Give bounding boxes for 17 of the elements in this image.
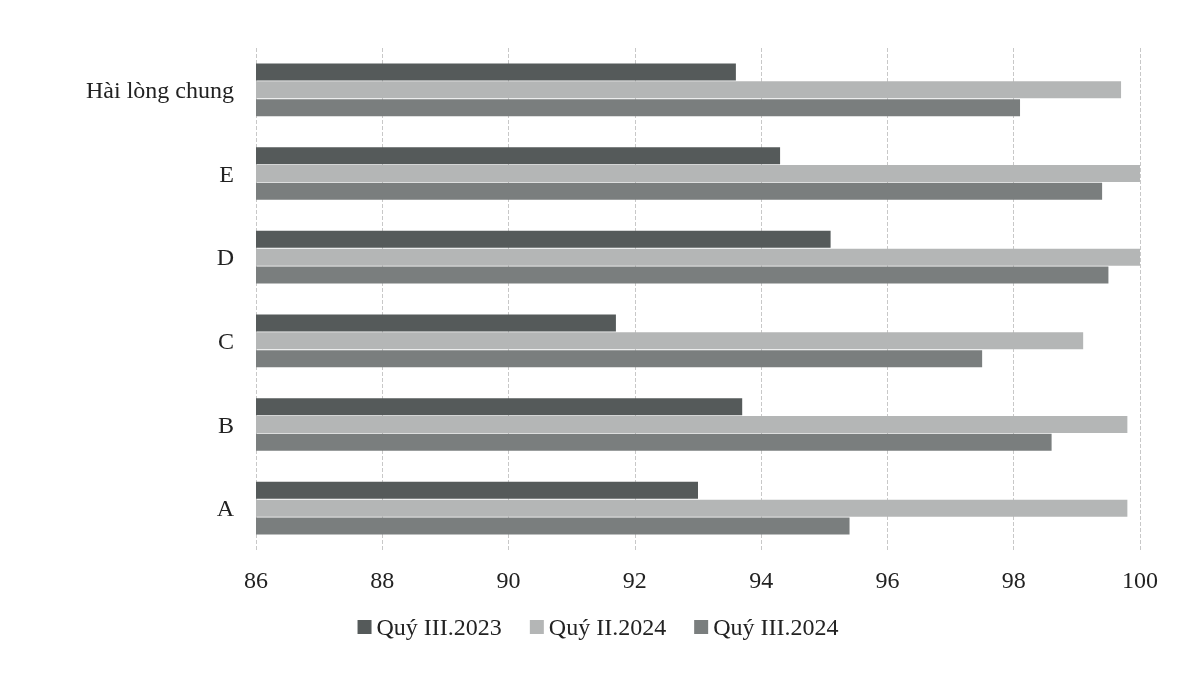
x-tick-label: 90 xyxy=(496,567,521,593)
y-tick-label: E xyxy=(219,160,234,187)
x-tick-label: 96 xyxy=(875,567,900,593)
y-tick-label: D xyxy=(216,244,234,271)
y-tick-label: Hài lòng chung xyxy=(86,76,234,103)
y-tick-label: B xyxy=(217,411,234,438)
legend-label: Quý II.2024 xyxy=(548,614,667,640)
x-tick-label: 98 xyxy=(1001,567,1026,593)
y-tick-label: C xyxy=(217,327,234,354)
x-tick-label: 100 xyxy=(1122,567,1158,593)
x-tick-label: 94 xyxy=(749,567,774,593)
legend-label: Quý III.2023 xyxy=(376,614,502,640)
x-tick-label: 88 xyxy=(370,567,395,593)
x-tick-label: 92 xyxy=(622,567,647,593)
y-tick-label: A xyxy=(216,495,235,522)
x-tick-label: 86 xyxy=(244,567,268,593)
legend-label: Quý III.2024 xyxy=(713,614,839,640)
